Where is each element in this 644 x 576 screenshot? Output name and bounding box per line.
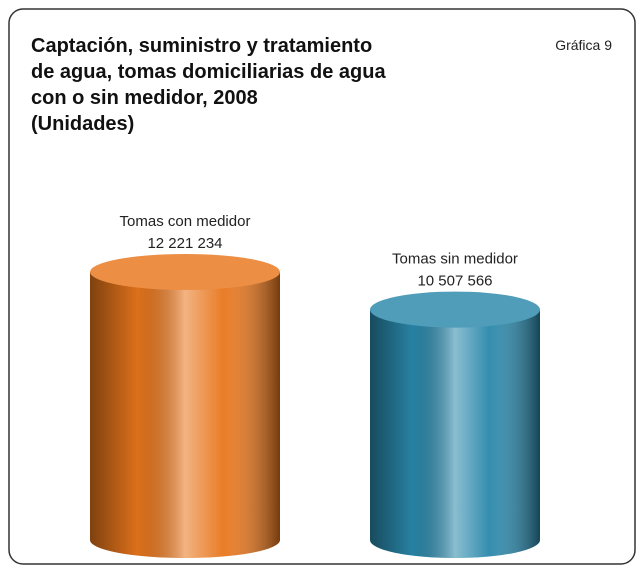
category-label: Tomas con medidor (120, 213, 251, 230)
cylinder-body-shade (90, 272, 280, 540)
cylinder-top (90, 254, 280, 290)
chart-subtitle: (Unidades) (31, 113, 134, 135)
annotation: Gráfica 9 (555, 37, 612, 53)
chart-title: con o sin medidor, 2008 (31, 87, 258, 109)
chart-title: de agua, tomas domiciliarias de agua (31, 61, 386, 83)
cylinder-top-shade (370, 291, 540, 328)
cylinder-top (370, 291, 540, 328)
value-label: 12 221 234 (147, 235, 222, 252)
cylinder-body-shade (370, 309, 540, 540)
value-label: 10 507 566 (417, 273, 492, 290)
cylinder-top-shade (90, 254, 280, 290)
chart-title: Captación, suministro y tratamiento (31, 35, 372, 57)
category-label: Tomas sin medidor (392, 251, 518, 268)
